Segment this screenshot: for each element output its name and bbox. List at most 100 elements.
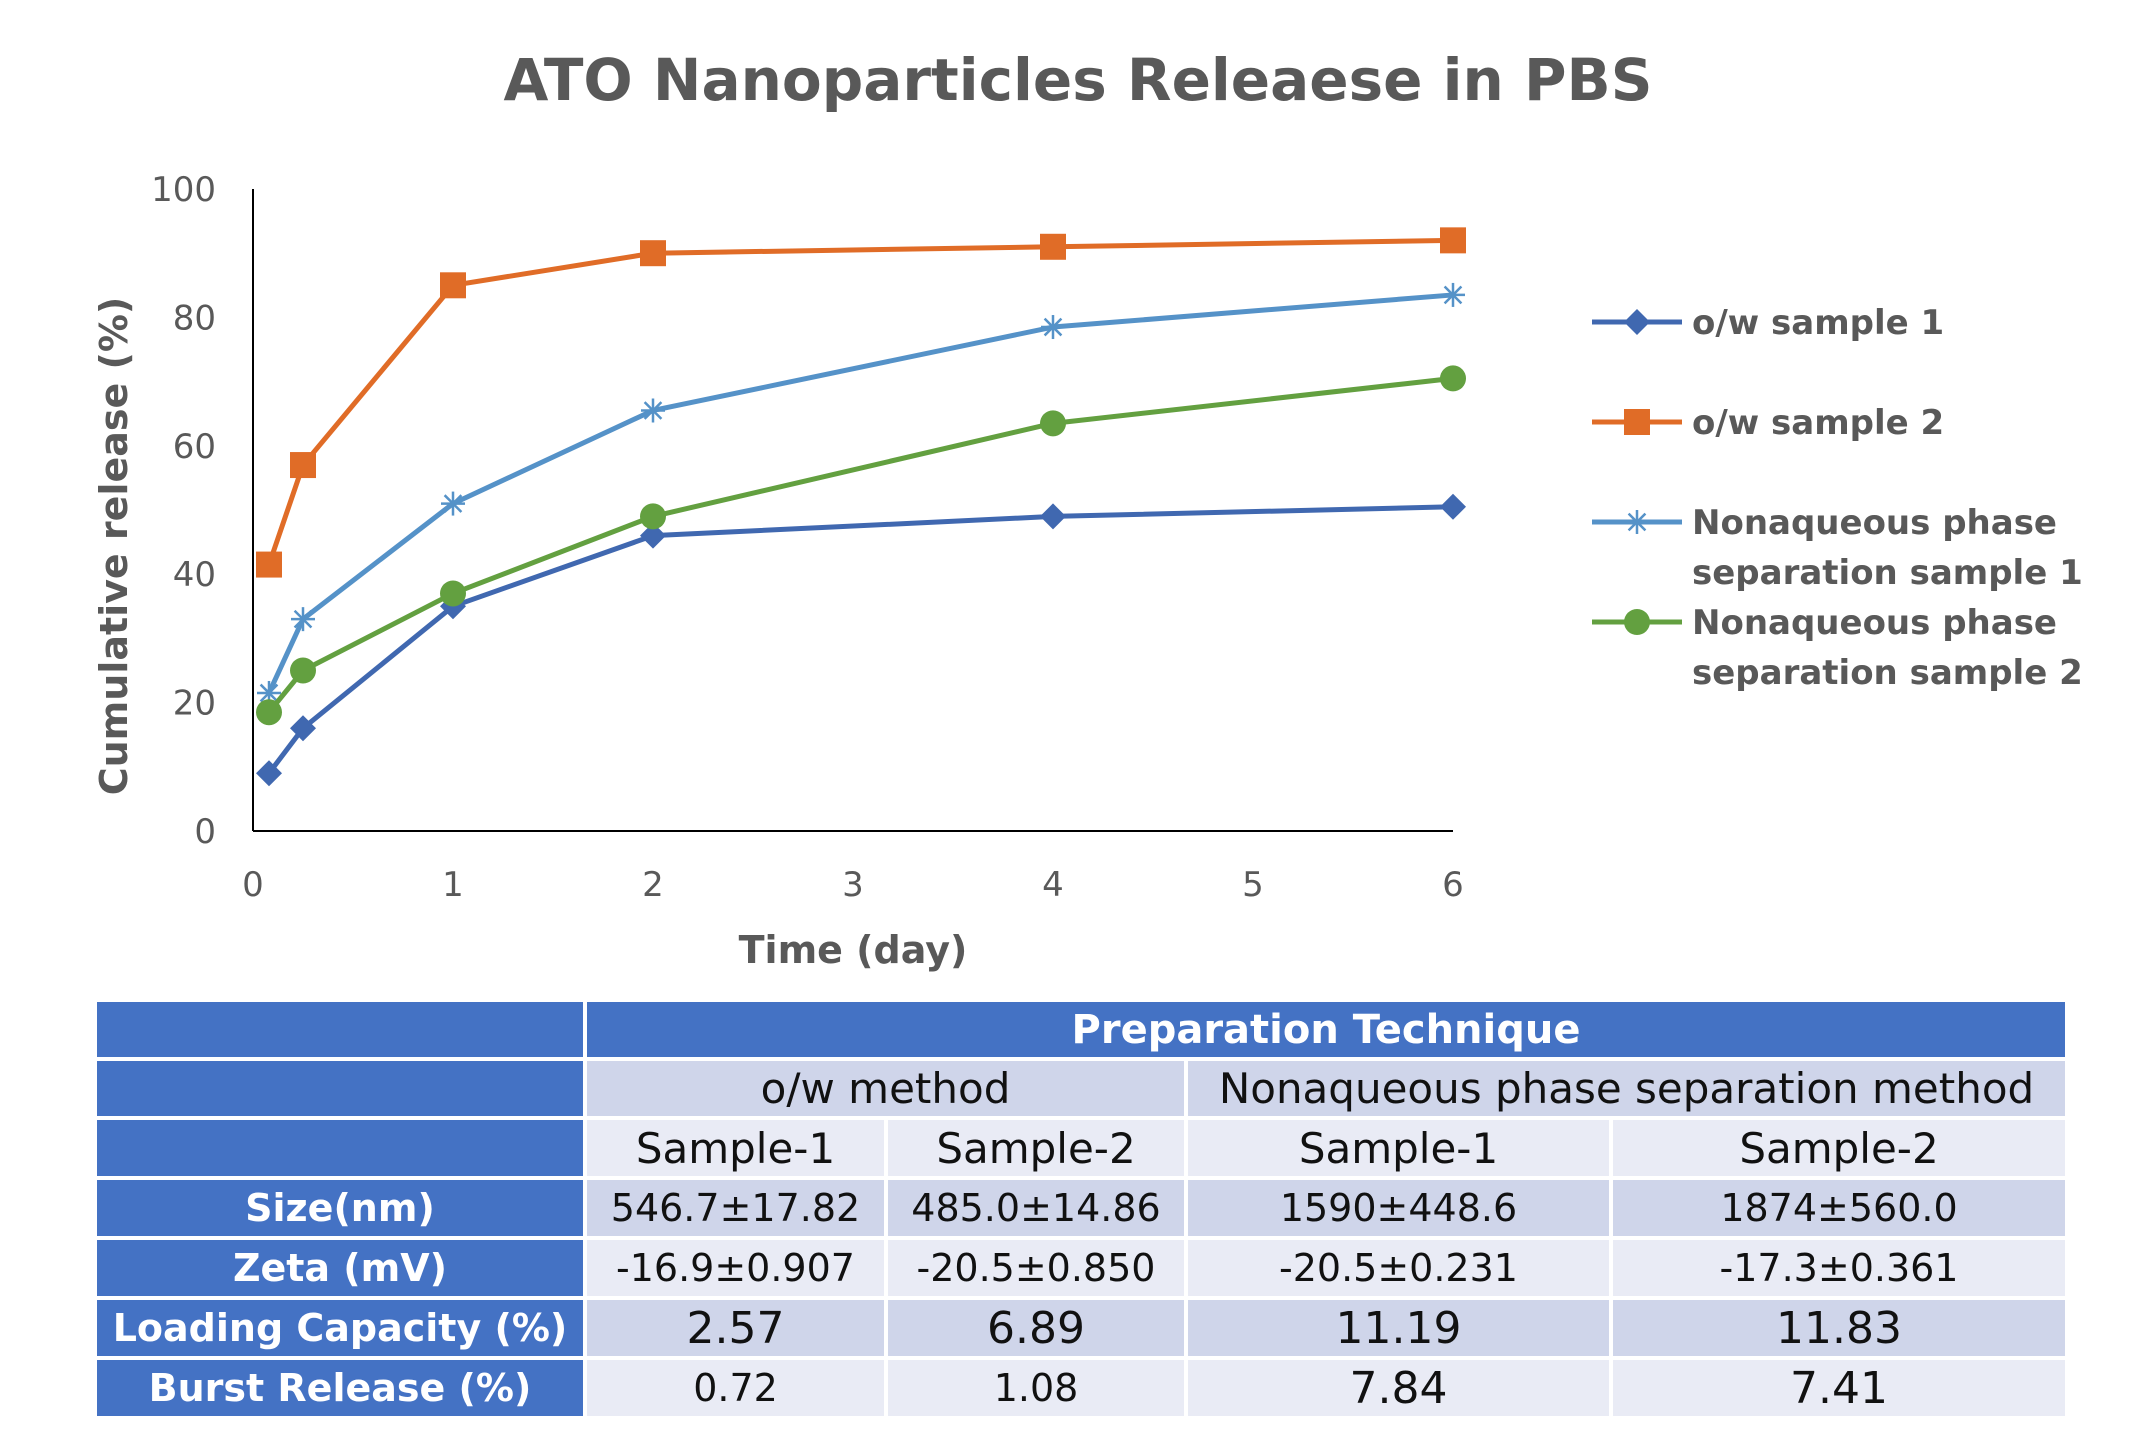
- y-tick-label: 40: [173, 555, 216, 595]
- data-point: [290, 715, 316, 742]
- y-tick-label: 20: [173, 684, 216, 724]
- x-tick-label: 2: [642, 865, 664, 905]
- table-header: Preparation Technique: [587, 1002, 2066, 1057]
- table-corner: [97, 1061, 583, 1116]
- table-cell: 1874±560.0: [1613, 1180, 2066, 1236]
- table-cell: -17.3±0.361: [1613, 1240, 2066, 1296]
- data-point: [291, 607, 315, 632]
- y-tick-label: 100: [151, 170, 216, 210]
- series-line: [266, 292, 1454, 695]
- data-point: [640, 503, 666, 530]
- data-point: [640, 522, 666, 549]
- table-cell: 7.41: [1613, 1360, 2066, 1416]
- table-cell: 2.57: [587, 1300, 884, 1356]
- data-point: [256, 760, 282, 787]
- data-point: [640, 240, 666, 267]
- row-label: Size(nm): [97, 1180, 583, 1236]
- x-tick-label: 3: [842, 865, 864, 905]
- row-label: Loading Capacity (%): [97, 1300, 583, 1356]
- data-point: [441, 491, 465, 516]
- data-point: [1041, 315, 1065, 340]
- x-axis-label: Time (day): [739, 928, 968, 972]
- series-1: [256, 493, 1466, 787]
- data-point: [1440, 227, 1466, 254]
- series-4: [256, 365, 1466, 726]
- data-point: [1040, 410, 1066, 437]
- legend-item: Nonaqueous phase separation sample 1: [1592, 503, 2083, 593]
- data-point: [1440, 365, 1466, 392]
- x-tick-label: 6: [1442, 865, 1464, 905]
- table-cell: 485.0±14.86: [888, 1180, 1184, 1236]
- row-label: Zeta (mV): [97, 1240, 583, 1296]
- release-chart: ATO Nanoparticles Releaese in PBS 020406…: [92, 46, 2083, 972]
- series-line: [267, 504, 1454, 775]
- table-corner: [97, 1120, 583, 1176]
- table-row: Zeta (mV) -16.9±0.907 -20.5±0.850 -20.5±…: [97, 1240, 2066, 1296]
- legend-marker: [1624, 609, 1650, 635]
- data-point: [440, 580, 466, 607]
- data-point: [440, 272, 466, 299]
- table-cell: 6.89: [888, 1300, 1184, 1356]
- table-row: Burst Release (%) 0.72 1.08 7.84 7.41: [97, 1360, 2066, 1416]
- y-tick-label: 80: [173, 298, 216, 338]
- data-point: [290, 452, 316, 479]
- y-tick-label: 0: [194, 812, 216, 852]
- table-cell: 1.08: [888, 1360, 1184, 1416]
- chart-legend: o/w sample 1 o/w sample 2 Nonaqueous phase…: [1592, 303, 2083, 693]
- method-header: Nonaqueous phase separation method: [1188, 1061, 2066, 1116]
- series-2: [256, 227, 1466, 578]
- sample-header: Sample-2: [1613, 1120, 2066, 1176]
- legend-label: Nonaqueous phase: [1692, 503, 2057, 543]
- data-point: [256, 551, 282, 578]
- series-line: [266, 237, 1454, 566]
- method-header: o/w method: [587, 1061, 1184, 1116]
- data-point: [1040, 503, 1066, 530]
- data-point: [256, 699, 282, 726]
- x-tick-label: 4: [1042, 865, 1064, 905]
- table-cell: 11.83: [1613, 1300, 2066, 1356]
- sample-header: Sample-1: [1188, 1120, 1609, 1176]
- x-tick-label: 5: [1242, 865, 1264, 905]
- legend-label: separation sample 1: [1692, 553, 2083, 593]
- legend-item: Nonaqueous phase separation sample 2: [1592, 603, 2083, 693]
- table-cell: 546.7±17.82: [587, 1180, 884, 1236]
- properties-table: Preparation Technique o/w method Nonaque…: [93, 998, 2069, 1420]
- data-point: [290, 657, 316, 684]
- legend-label: separation sample 2: [1692, 653, 2083, 693]
- table-cell: 0.72: [587, 1360, 884, 1416]
- table-row: Loading Capacity (%) 2.57 6.89 11.19 11.…: [97, 1300, 2066, 1356]
- table-row: Size(nm) 546.7±17.82 485.0±14.86 1590±44…: [97, 1180, 2066, 1236]
- series-line: [267, 375, 1454, 714]
- y-tick-label: 60: [173, 427, 216, 467]
- legend-label: o/w sample 2: [1692, 403, 1944, 443]
- table-cell: -20.5±0.231: [1188, 1240, 1609, 1296]
- data-point: [1040, 233, 1066, 260]
- table-cell: 1590±448.6: [1188, 1180, 1609, 1236]
- legend-label: Nonaqueous phase: [1692, 603, 2057, 643]
- legend-marker: [1624, 309, 1650, 335]
- chart-title: ATO Nanoparticles Releaese in PBS: [503, 46, 1652, 114]
- legend-item: o/w sample 2: [1592, 403, 1944, 443]
- table-cell: 11.19: [1188, 1300, 1609, 1356]
- chart-axes: 0 20 40 60 80 100 0 1 2 3 4 5 6: [151, 170, 1464, 905]
- legend-label: o/w sample 1: [1692, 303, 1944, 343]
- legend-marker: [1625, 510, 1649, 534]
- series-group: [256, 227, 1466, 787]
- table-cell: -20.5±0.850: [888, 1240, 1184, 1296]
- data-point: [641, 398, 665, 423]
- series-3: [257, 282, 1465, 705]
- row-label: Burst Release (%): [97, 1360, 583, 1416]
- x-tick-label: 1: [442, 865, 464, 905]
- table-cell: -16.9±0.907: [587, 1240, 884, 1296]
- sample-header: Sample-2: [888, 1120, 1184, 1176]
- y-axis-label: Cumulative release (%): [92, 297, 136, 796]
- legend-item: o/w sample 1: [1592, 303, 1944, 343]
- x-tick-label: 0: [242, 865, 264, 905]
- data-point: [1441, 282, 1465, 307]
- sample-header: Sample-1: [587, 1120, 884, 1176]
- data-point: [1440, 493, 1466, 520]
- table-corner: [97, 1002, 583, 1057]
- table-cell: 7.84: [1188, 1360, 1609, 1416]
- legend-marker: [1624, 409, 1650, 435]
- data-point: [257, 680, 281, 705]
